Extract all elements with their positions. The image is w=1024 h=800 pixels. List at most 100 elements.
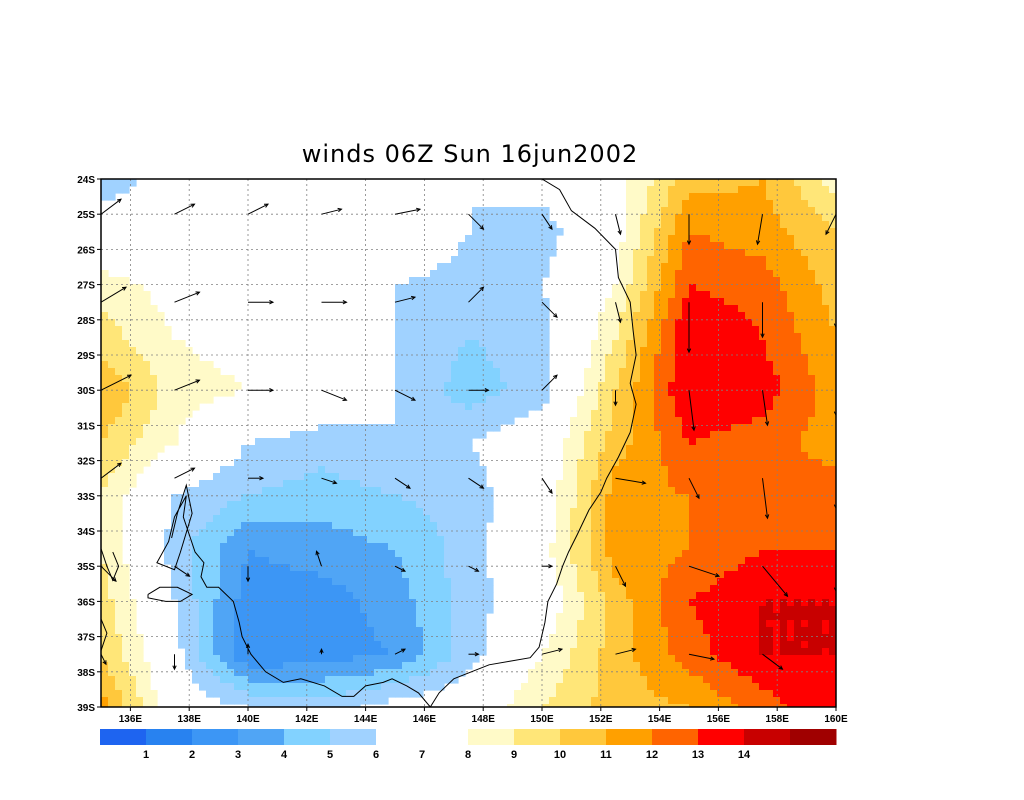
y-tick-label: 38S: [77, 668, 95, 679]
wind-arrow-head: [190, 203, 196, 208]
y-axis-ticks: 24S 25S 26S 27S 28S 29S 30S 31S 32S 33S 34S 35S 36S 3…: [77, 175, 101, 714]
colorbar-label: 14: [738, 749, 751, 761]
x-tick-label: 138E: [178, 714, 202, 725]
wind-arrow-head: [172, 665, 177, 671]
colorbar-swatch: [422, 729, 469, 745]
wind-arrow: [174, 291, 200, 303]
wind-arrow-head: [755, 240, 761, 246]
wind-arrow-head: [778, 665, 784, 670]
wind-arrow-head: [783, 592, 789, 598]
x-tick-label: 158E: [766, 714, 790, 725]
wind-arrow: [174, 467, 195, 479]
wind-arrow-head: [484, 388, 490, 393]
x-tick-label: 144E: [354, 714, 378, 725]
wind-arrow: [468, 565, 479, 572]
wind-arrow-head: [617, 318, 622, 324]
wind-arrow-head: [342, 300, 348, 305]
wind-arrow-head: [764, 514, 770, 520]
y-tick-label: 29S: [77, 351, 95, 362]
wind-arrow: [688, 565, 720, 577]
y-tick-label: 37S: [77, 633, 95, 644]
colorbar-swatch: [790, 729, 837, 745]
x-tick-label: 142E: [295, 714, 319, 725]
chart-title: winds 06Z Sun 16jun2002: [301, 140, 639, 168]
colorbar-swatch: [100, 729, 147, 745]
y-tick-label: 32S: [77, 457, 95, 468]
colorbar-swatch: [146, 729, 193, 745]
wind-arrow-head: [553, 374, 558, 380]
wind-arrow-head: [548, 564, 554, 569]
wind-arrow: [541, 374, 558, 391]
wind-arrow-head: [548, 225, 553, 231]
colorbar-swatch: [744, 729, 791, 745]
wind-arrow: [321, 477, 337, 484]
wind-arrow-head: [764, 421, 770, 427]
colorbar-label: 4: [281, 749, 288, 761]
wind-arrow-head: [474, 567, 480, 572]
wind-arrow: [541, 213, 553, 230]
colorbar-label: 5: [327, 749, 333, 761]
coastline-south: [156, 483, 431, 707]
wind-arrow-head: [833, 411, 836, 417]
coastline-east: [429, 179, 637, 707]
wind-arrow-head: [709, 656, 716, 661]
x-tick-label: 148E: [472, 714, 496, 725]
wind-speed-shading: [101, 179, 836, 707]
wind-arrow-head: [269, 300, 275, 305]
y-tick-label: 28S: [77, 316, 95, 327]
wind-arrow: [468, 286, 484, 303]
y-tick-label: 26S: [77, 245, 95, 256]
plot-frame: [100, 178, 837, 708]
wind-arrow: [541, 301, 558, 318]
wind-arrow-head: [126, 374, 133, 379]
colorbar-label: 12: [646, 749, 658, 761]
colorbar-swatch: [468, 729, 515, 745]
wind-arrow: [762, 390, 768, 426]
wind-arrow-head: [695, 494, 700, 500]
wind-arrow: [101, 462, 122, 479]
y-tick-label: 24S: [77, 175, 95, 186]
wind-arrow: [174, 379, 200, 391]
colorbar-label: 2: [189, 749, 195, 761]
colorbar: 1 2 3 4 5 6 7 8 9 10 11 12 13 14: [100, 729, 837, 761]
colorbar-swatch: [606, 729, 653, 745]
wind-arrow-head: [833, 323, 836, 329]
wind-arrow: [101, 565, 117, 582]
wind-arrow-head: [479, 225, 485, 231]
wind-arrow-head: [686, 240, 692, 246]
wind-arrow: [615, 648, 636, 655]
y-tick-label: 31S: [77, 421, 95, 432]
wind-arrow: [762, 653, 783, 670]
y-tick-label: 25S: [77, 210, 95, 221]
wind-arrow-head: [557, 647, 564, 653]
wind-arrow: [101, 286, 127, 303]
x-tick-label: 146E: [413, 714, 437, 725]
wind-arrow-head: [760, 333, 765, 339]
wind-arrow-head: [400, 648, 407, 653]
wind-arrow: [688, 390, 695, 431]
colorbar-label: 3: [235, 749, 241, 761]
wind-arrow-head: [631, 647, 637, 653]
colorbar-label: 1: [143, 749, 149, 761]
wind-arrow-head: [622, 582, 627, 588]
colorbar-swatch: [698, 729, 745, 745]
y-tick-label: 33S: [77, 492, 95, 503]
wind-arrow-head: [337, 207, 343, 213]
wind-arrow: [101, 653, 107, 665]
colorbar-label: 8: [465, 749, 471, 761]
wind-arrow-head: [415, 207, 422, 212]
y-tick-label: 39S: [77, 703, 95, 714]
wind-arrow: [174, 203, 195, 215]
colorbar-swatch: [560, 729, 607, 745]
wind-arrow-head: [479, 286, 485, 292]
wind-arrow-head: [263, 203, 270, 208]
wind-arrow-head: [259, 476, 265, 481]
colorbar-label: 9: [511, 749, 517, 761]
wind-arrow-head: [315, 550, 320, 556]
colorbar-swatch: [330, 729, 377, 745]
wind-arrow-head: [112, 577, 117, 583]
wind-arrow: [394, 389, 416, 401]
wind-arrow: [825, 213, 836, 235]
x-tick-label: 156E: [707, 714, 731, 725]
